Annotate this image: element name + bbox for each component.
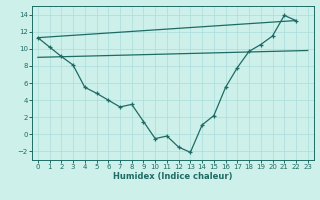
X-axis label: Humidex (Indice chaleur): Humidex (Indice chaleur): [113, 172, 233, 181]
